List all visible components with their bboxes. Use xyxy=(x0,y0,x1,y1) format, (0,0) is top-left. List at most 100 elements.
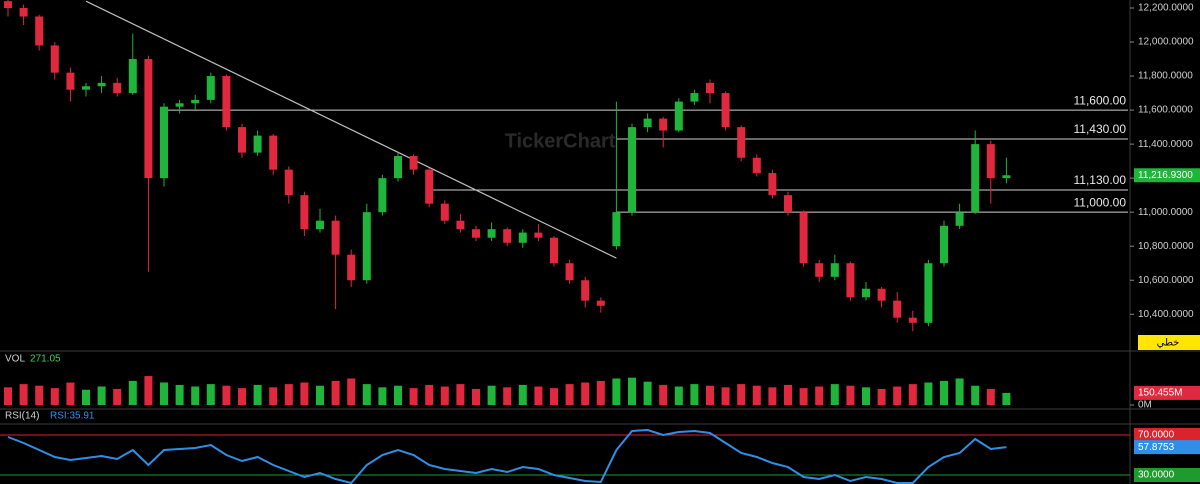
rsi-title: RSI(14) xyxy=(5,411,39,422)
level-label: 11,000.00 xyxy=(1074,195,1127,209)
candle-body xyxy=(830,263,839,277)
candle-body xyxy=(440,203,449,221)
volume-bar xyxy=(659,384,668,405)
candle-body xyxy=(550,237,558,264)
volume-bar xyxy=(799,388,808,405)
candle-body xyxy=(269,135,278,170)
volume-bar xyxy=(4,387,12,405)
volume-bar xyxy=(113,388,122,405)
level-label: 11,600.00 xyxy=(1074,93,1127,107)
volume-bar xyxy=(238,388,246,405)
volume-bar xyxy=(425,384,434,405)
volume-bar xyxy=(409,388,418,405)
candle-body xyxy=(940,225,948,264)
candle-body xyxy=(128,59,137,94)
volume-last-box xyxy=(1134,385,1200,400)
candle-body xyxy=(331,220,340,255)
volume-bar xyxy=(971,385,980,405)
volume-bar xyxy=(518,384,527,405)
volume-bar xyxy=(300,382,309,405)
trendline xyxy=(85,0,617,259)
rsi-value: RSI:35.91 xyxy=(50,411,95,422)
y-tick-label: 12,000.0000 xyxy=(1138,37,1194,48)
candle-body xyxy=(690,93,699,102)
volume-bar xyxy=(550,388,558,405)
candle-body xyxy=(628,127,636,213)
candle-body xyxy=(222,76,231,128)
candle-body xyxy=(253,135,262,153)
volume-bar xyxy=(66,382,75,405)
volume-bar xyxy=(378,387,387,405)
volume-bar xyxy=(581,382,590,405)
volume-bar xyxy=(628,377,636,405)
volume-bar xyxy=(35,385,44,405)
volume-bar xyxy=(674,386,683,405)
volume-bar xyxy=(877,388,886,405)
candle-body xyxy=(924,263,933,323)
candle-body xyxy=(674,101,683,131)
volume-bar xyxy=(1002,392,1011,405)
candle-body xyxy=(394,156,402,179)
candle-body xyxy=(893,300,902,318)
volume-bar xyxy=(347,378,356,405)
candle-body xyxy=(799,212,808,264)
volume-bar xyxy=(82,389,90,405)
y-tick-label: 10,800.0000 xyxy=(1138,241,1194,252)
candle-body xyxy=(971,144,980,213)
volume-bar xyxy=(284,384,293,405)
candle-body xyxy=(456,220,465,230)
candle-body xyxy=(113,82,122,94)
volume-bar xyxy=(643,381,652,405)
candle-body xyxy=(643,118,652,128)
candle-body xyxy=(409,156,418,170)
volume-bar xyxy=(706,385,714,405)
candle-body xyxy=(721,93,730,128)
candle-body xyxy=(425,169,434,204)
level-label: 11,130.00 xyxy=(1074,173,1127,187)
volume-bar xyxy=(986,388,995,405)
volume-bar xyxy=(472,388,480,405)
y-tick-label: 10,400.0000 xyxy=(1138,309,1194,320)
volume-bar xyxy=(940,380,948,405)
y-tick-label: 11,800.0000 xyxy=(1138,71,1193,82)
candle-body xyxy=(316,220,324,230)
candle-body xyxy=(581,280,590,301)
volume-bar xyxy=(752,385,761,405)
volume-bar xyxy=(456,384,465,405)
candle-body xyxy=(144,59,153,179)
candle-body xyxy=(986,144,995,179)
candle-body xyxy=(487,229,496,238)
candle-body xyxy=(378,178,387,213)
candle-body xyxy=(768,173,777,196)
volume-bar xyxy=(50,388,59,405)
volume-bar xyxy=(191,386,200,405)
candle-body xyxy=(50,45,59,73)
candle-body xyxy=(534,232,543,238)
last-price-box xyxy=(1134,168,1200,183)
candle-body xyxy=(518,232,527,243)
y-tick-label: 11,400.0000 xyxy=(1138,139,1193,150)
y-tick-label: 70.0000 xyxy=(1138,430,1175,441)
volume-bar xyxy=(487,385,496,405)
rsi-line xyxy=(7,428,1007,484)
candle-body xyxy=(877,288,886,301)
candle-body xyxy=(284,169,293,196)
rsi-last-label: 57.8753 xyxy=(1138,442,1175,453)
rsi-last-box xyxy=(1134,440,1200,455)
volume-bar xyxy=(206,384,215,405)
volume-bar xyxy=(784,384,792,405)
candle-body xyxy=(191,99,200,104)
volume-bar xyxy=(253,384,262,405)
y-tick-label: 10,600.0000 xyxy=(1138,275,1194,286)
volume-bar xyxy=(269,387,278,405)
volume-bar xyxy=(175,384,184,405)
volume-bar xyxy=(721,387,730,405)
volume-bar xyxy=(440,386,449,405)
candle-body xyxy=(82,86,90,90)
y-tick-label: 11,600.0000 xyxy=(1138,105,1193,116)
level-label: 11,430.00 xyxy=(1074,122,1127,136)
volume-bar xyxy=(331,380,340,405)
candle-body xyxy=(503,229,512,243)
candle-body xyxy=(955,212,964,226)
